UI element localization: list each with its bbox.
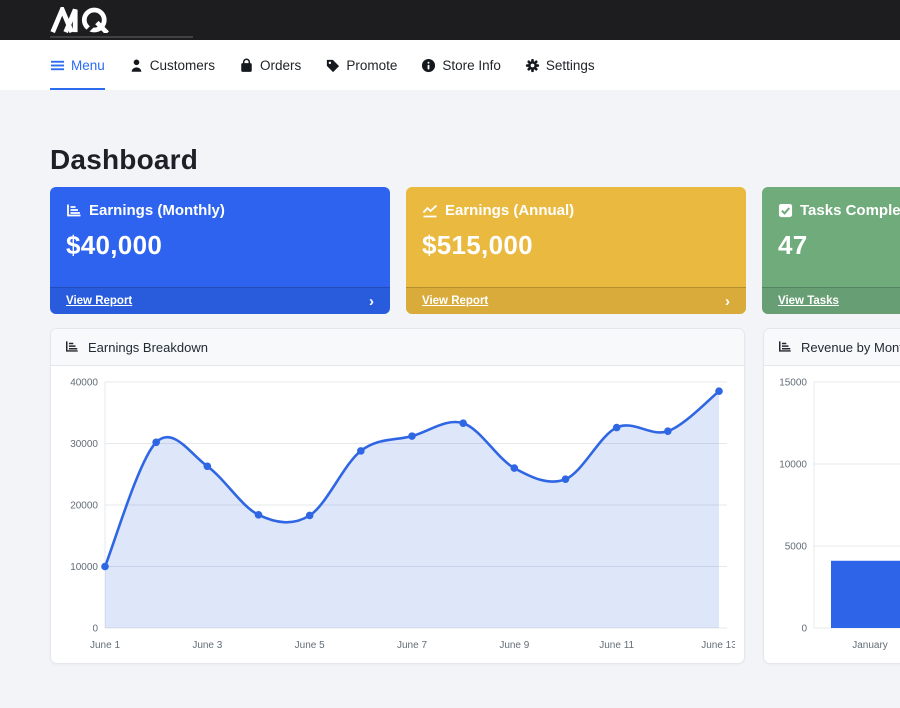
nav-item-customers[interactable]: Customers	[129, 40, 215, 90]
data-point[interactable]	[254, 511, 263, 519]
nav-item-label: Customers	[149, 57, 216, 73]
stat-card-title: Tasks Completed	[800, 202, 900, 219]
nav-item-label: Menu	[71, 57, 105, 73]
x-tick-label: June 3	[192, 640, 222, 651]
y-tick-label: 20000	[70, 501, 98, 512]
nav-item-store-info[interactable]: Store Info	[421, 40, 501, 90]
bar-chart-icon	[779, 341, 791, 352]
bar-chart-icon	[67, 204, 81, 216]
x-tick-label: June 9	[499, 640, 529, 651]
x-tick-label: June 7	[397, 640, 427, 651]
data-point[interactable]	[408, 432, 416, 440]
stat-card-title: Earnings (Monthly)	[89, 202, 225, 219]
stat-card-value: $515,000	[422, 230, 533, 260]
stat-cards-row: Earnings (Monthly) $40,000 View Report ›…	[50, 187, 900, 314]
x-tick-label: June 5	[295, 640, 325, 651]
stat-card-value: 47	[778, 230, 808, 260]
view-report-link[interactable]: View Report	[422, 295, 489, 307]
topbar	[0, 0, 900, 40]
nav-item-settings[interactable]: Settings	[525, 40, 595, 90]
revenue-by-month-chart: 0 5000 10000 15000 January	[779, 378, 900, 651]
bar[interactable]	[831, 560, 900, 628]
x-tick-label: January	[852, 640, 888, 651]
earnings-breakdown-chart: 0 10000 20000 30000 40000 June 1 June 3 June 5 J…	[70, 378, 737, 652]
data-point[interactable]	[459, 419, 467, 428]
stat-card-title: Earnings (Annual)	[445, 202, 575, 219]
y-tick-label: 0	[92, 624, 98, 635]
line-chart-icon	[422, 204, 438, 217]
chart-card-header: Revenue by Month	[764, 329, 900, 366]
x-tick-label: June 1	[90, 640, 120, 651]
chevron-right-icon: ›	[725, 292, 730, 310]
view-report-link[interactable]: View Report	[66, 295, 133, 307]
view-report-button[interactable]: View Report ›	[50, 287, 390, 314]
nav-item-label: Orders	[260, 57, 302, 73]
chart-title: Earnings Breakdown	[88, 339, 208, 355]
main-nav: Menu Customers Orders Promote Store Info…	[0, 40, 900, 90]
y-tick-label: 5000	[785, 542, 808, 553]
chart-body: 0 10000 20000 30000 40000 June 1 June 3 June 5 J…	[51, 366, 744, 663]
earnings-breakdown-card: Earnings Breakdown 0 10000 20000 30000 40000…	[50, 328, 745, 664]
y-tick-label: 10000	[779, 460, 807, 471]
data-point[interactable]	[561, 475, 570, 483]
tag-icon	[325, 58, 340, 73]
y-tick-label: 40000	[70, 378, 98, 389]
earnings-monthly-card: Earnings (Monthly) $40,000 View Report ›	[50, 187, 390, 314]
y-tick-label: 15000	[779, 378, 807, 389]
data-point[interactable]	[715, 387, 723, 396]
earnings-annual-card: Earnings (Annual) $515,000 View Report ›	[406, 187, 746, 314]
x-tick-label: June 11	[599, 640, 634, 651]
data-point[interactable]	[305, 511, 314, 520]
revenue-by-month-card: Revenue by Month 0 5000 10000 15000 January	[763, 328, 900, 664]
stat-card-title-row: Earnings (Annual)	[406, 187, 746, 219]
nav-item-promote[interactable]: Promote	[325, 40, 397, 90]
data-point[interactable]	[357, 447, 365, 455]
x-tick-label: June 13	[701, 640, 735, 651]
data-point[interactable]	[152, 438, 160, 447]
logo-underline	[50, 36, 193, 38]
data-point[interactable]	[101, 562, 109, 571]
nav-item-label: Store Info	[442, 57, 501, 73]
data-point[interactable]	[664, 427, 672, 435]
view-tasks-link[interactable]: View Tasks	[778, 295, 839, 307]
main-content: Dashboard Earnings (Monthly) $40,000 Vie…	[0, 90, 900, 664]
check-square-icon	[778, 203, 793, 218]
person-icon	[129, 58, 144, 73]
chevron-right-icon: ›	[369, 292, 374, 310]
data-point[interactable]	[612, 423, 621, 432]
chart-body: 0 5000 10000 15000 January	[764, 366, 900, 663]
y-tick-label: 0	[801, 624, 807, 635]
data-point[interactable]	[203, 462, 212, 471]
chart-title: Revenue by Month	[801, 339, 900, 355]
view-tasks-button[interactable]: View Tasks ›	[762, 287, 900, 314]
page-title: Dashboard	[50, 144, 199, 175]
tasks-completed-card: Tasks Completed 47 View Tasks ›	[762, 187, 900, 314]
nav-item-label: Promote	[346, 57, 398, 73]
y-tick-label: 10000	[70, 562, 98, 573]
chart-card-header: Earnings Breakdown	[51, 329, 744, 366]
nav-item-menu[interactable]: Menu	[50, 40, 105, 90]
charts-row: Earnings Breakdown 0 10000 20000 30000 40000…	[50, 328, 900, 664]
hamburger-icon	[50, 58, 65, 73]
stat-card-title-row: Earnings (Monthly)	[50, 187, 390, 219]
stat-card-value: $40,000	[66, 230, 163, 260]
nav-item-label: Settings	[545, 57, 595, 73]
data-point[interactable]	[510, 464, 519, 472]
y-tick-label: 30000	[70, 439, 98, 450]
stat-card-title-row: Tasks Completed	[762, 187, 900, 219]
view-report-button[interactable]: View Report ›	[406, 287, 746, 314]
info-circle-icon	[421, 58, 436, 73]
area-fill	[105, 391, 719, 628]
shopping-bag-icon	[239, 58, 254, 73]
brand-logo[interactable]	[49, 3, 117, 38]
bar-chart-icon	[66, 341, 78, 352]
nav-item-orders[interactable]: Orders	[239, 40, 301, 90]
gear-icon	[525, 58, 540, 73]
mq-logo-icon	[50, 3, 109, 36]
